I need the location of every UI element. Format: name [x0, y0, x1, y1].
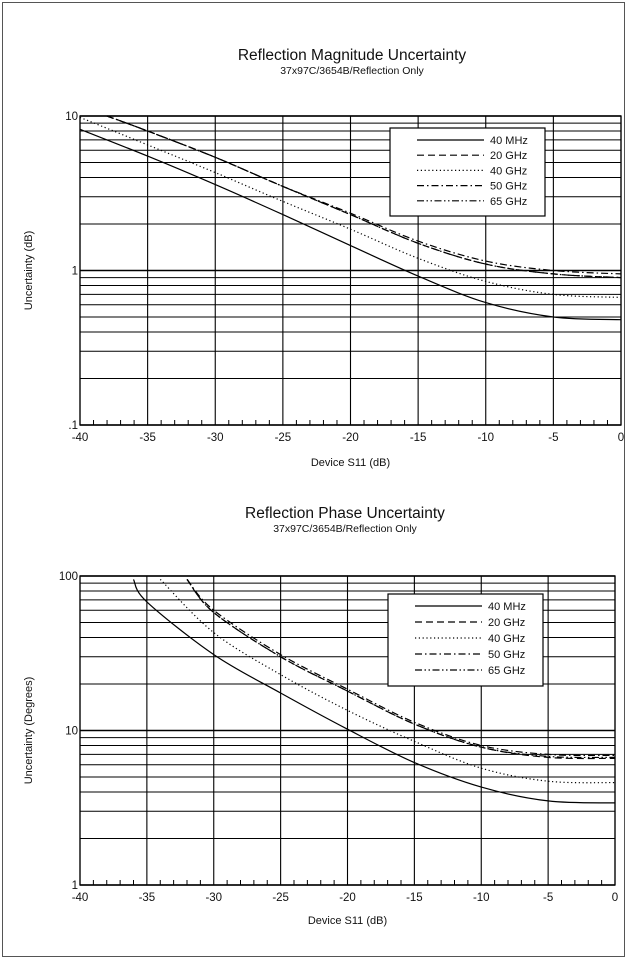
series-line-40-ghz: [79, 116, 622, 298]
legend-label: 50 GHz: [488, 649, 525, 661]
legend-label: 40 MHz: [490, 135, 528, 147]
plot-area: [79, 115, 622, 426]
chart-subtitle: 37x97C/3654B/Reflection Only: [280, 65, 424, 77]
series-lines: [79, 115, 622, 321]
series-line-65-ghz: [106, 115, 622, 279]
series-line-65-ghz: [186, 579, 616, 759]
x-tick-label: -20: [339, 892, 356, 904]
legend-box: [389, 127, 546, 217]
legend-label: 20 GHz: [488, 617, 525, 629]
chart-subtitle: 37x97C/3654B/Reflection Only: [273, 523, 417, 535]
legend-label: 65 GHz: [490, 196, 527, 208]
legend-label: 65 GHz: [488, 665, 525, 677]
x-tick-label: -15: [406, 892, 423, 904]
x-tick-label: 0: [612, 892, 618, 904]
legend: 40 MHz 20 GHz 40 GHz 50 GHz 65 GHz: [387, 593, 544, 687]
x-tick-label: -5: [548, 432, 558, 444]
legend-label: 40 MHz: [488, 601, 526, 613]
y-tick-label: 10: [65, 726, 78, 738]
legend-label: 40 GHz: [488, 633, 525, 645]
x-axis-label: Device S11 (dB): [308, 915, 387, 927]
x-tick-label: 0: [618, 432, 624, 444]
x-axis-label: Device S11 (dB): [311, 457, 390, 469]
y-axis-label: Uncertainty (Degrees): [23, 677, 35, 785]
y-tick-label: 1: [72, 266, 78, 278]
x-tick-label: -35: [139, 432, 156, 444]
legend-label: 40 GHz: [490, 165, 527, 177]
y-axis-label: Uncertainty (dB): [23, 231, 35, 310]
x-tick-label: -35: [139, 892, 156, 904]
x-tick-label: -10: [473, 892, 490, 904]
legend-label: 50 GHz: [490, 181, 527, 193]
series-line-40-mhz: [132, 579, 616, 804]
series-line-50-ghz: [186, 579, 616, 757]
series-line-50-ghz: [106, 115, 622, 275]
series-lines: [132, 578, 616, 804]
series-line-40-mhz: [79, 128, 622, 321]
x-tick-label: -10: [477, 432, 494, 444]
legend-label: 20 GHz: [490, 150, 527, 162]
y-tick-label: 10: [65, 111, 78, 123]
plot-area: [79, 575, 616, 886]
y-tick-label: 1: [72, 880, 78, 892]
legend-box: [387, 593, 544, 687]
y-tick-label: 100: [59, 571, 78, 583]
y-tick-label: .1: [68, 420, 78, 432]
x-tick-label: -25: [275, 432, 292, 444]
chart-2: Reflection Phase Uncertainty37x97C/3654B…: [23, 505, 618, 927]
chart-1: Reflection Magnitude Uncertainty37x97C/3…: [23, 47, 624, 469]
legend: 40 MHz 20 GHz 40 GHz 50 GHz 65 GHz: [389, 127, 546, 217]
x-tick-label: -15: [410, 432, 427, 444]
x-tick-label: -5: [543, 892, 553, 904]
x-tick-label: -30: [205, 892, 222, 904]
x-tick-label: -40: [72, 892, 89, 904]
x-tick-label: -20: [342, 432, 359, 444]
chart-title: Reflection Phase Uncertainty: [245, 505, 445, 522]
chart-title: Reflection Magnitude Uncertainty: [238, 47, 467, 64]
series-line-40-ghz: [159, 578, 616, 784]
x-tick-label: -30: [207, 432, 224, 444]
x-tick-label: -40: [72, 432, 89, 444]
x-tick-label: -25: [272, 892, 289, 904]
